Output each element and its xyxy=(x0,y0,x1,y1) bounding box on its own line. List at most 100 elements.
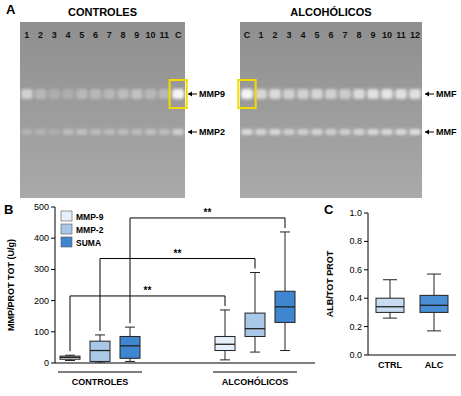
panel-label: A xyxy=(6,2,16,17)
bands xyxy=(241,89,421,135)
legend-swatch xyxy=(61,211,72,221)
gel-band xyxy=(172,89,184,99)
lane-label: 11 xyxy=(160,30,170,40)
gel-band xyxy=(255,129,267,135)
gel-band xyxy=(62,89,74,99)
gel-band xyxy=(325,129,337,135)
y-tick xyxy=(364,213,368,214)
y-tick xyxy=(51,300,55,301)
y-axis-label: MMP/PROT TOT (U/g) xyxy=(6,239,16,331)
whisker xyxy=(225,351,226,360)
band-arrowhead xyxy=(188,130,192,135)
band-label: MMF xyxy=(436,89,457,99)
median xyxy=(120,345,140,346)
lane-label: 4 xyxy=(300,30,305,40)
lane-label: 9 xyxy=(370,30,375,40)
y-tick-label: 500 xyxy=(34,202,49,212)
y-axis xyxy=(368,213,369,355)
panel-label: B xyxy=(4,202,13,217)
whisker xyxy=(100,335,101,341)
y-tick xyxy=(51,363,55,364)
y-tick-label: 400 xyxy=(34,233,49,243)
median xyxy=(275,306,295,307)
lane-label: 10 xyxy=(382,30,392,40)
lane-label: 1 xyxy=(24,30,29,40)
panel-label: C xyxy=(324,202,334,217)
y-tick-label: 0.0 xyxy=(349,350,362,360)
lane-label: 8 xyxy=(356,30,361,40)
whisker xyxy=(434,312,435,330)
lane-label: 2 xyxy=(38,30,43,40)
gel-band xyxy=(131,89,143,99)
significance-bracket xyxy=(70,296,225,351)
legend-label: MMP-2 xyxy=(76,225,104,235)
gel-title: ALCOHÓLICOS xyxy=(290,6,371,18)
lane-label: 5 xyxy=(79,30,84,40)
gel-band xyxy=(381,89,393,99)
legend-label: MMP-9 xyxy=(76,212,104,222)
y-tick xyxy=(51,331,55,332)
y-tick-label: 0.4 xyxy=(349,293,362,303)
whisker-cap xyxy=(65,360,75,361)
lane-label: 10 xyxy=(146,30,156,40)
gel-band xyxy=(381,129,393,135)
gel-band xyxy=(145,89,157,99)
y-tick xyxy=(364,326,368,327)
gel-band xyxy=(339,129,351,135)
whisker xyxy=(225,310,226,337)
y-tick-label: 300 xyxy=(34,264,49,274)
group-line xyxy=(58,372,142,373)
gel-band xyxy=(76,89,88,99)
gel-band xyxy=(283,89,295,99)
highlight-box xyxy=(170,80,187,108)
gel-band xyxy=(35,129,47,135)
lane-label: 3 xyxy=(286,30,291,40)
y-tick xyxy=(364,241,368,242)
whisker-cap xyxy=(125,327,135,328)
gel-band xyxy=(409,129,421,135)
gel-background xyxy=(20,22,185,198)
band-arrowhead xyxy=(425,130,429,135)
gel-band xyxy=(117,89,129,99)
y-tick-label: 100 xyxy=(34,327,49,337)
lane-label: 9 xyxy=(134,30,139,40)
gel-band xyxy=(311,89,323,99)
whisker-cap xyxy=(250,272,260,273)
gel-title: CONTROLES xyxy=(68,6,137,18)
figure: ABCCONTROLES1234567891011CMMP9MMP2ALCOHÓ… xyxy=(0,0,461,396)
gel-band xyxy=(62,129,74,135)
whisker-cap xyxy=(427,274,441,275)
y-axis xyxy=(55,207,56,363)
whisker-cap xyxy=(95,363,105,364)
y-tick-label: 200 xyxy=(34,296,49,306)
whisker-cap xyxy=(220,309,230,310)
whisker xyxy=(130,327,131,336)
gel-band xyxy=(241,89,253,99)
lane-label: 11 xyxy=(396,30,406,40)
lane-label: 4 xyxy=(66,30,71,40)
gel-band xyxy=(241,129,253,135)
whisker xyxy=(390,312,391,318)
x-category-label: CONTROLES xyxy=(72,377,129,387)
box xyxy=(60,356,80,359)
whisker-cap xyxy=(280,350,290,351)
y-tick-label: 0 xyxy=(44,358,49,368)
gel-band xyxy=(21,89,33,99)
box xyxy=(376,298,404,312)
band-label: MMP9 xyxy=(199,89,225,99)
y-tick xyxy=(364,355,368,356)
gel-band xyxy=(283,129,295,135)
box xyxy=(275,291,295,322)
gel-band xyxy=(367,129,379,135)
gel-background xyxy=(240,22,422,198)
gel-band xyxy=(367,89,379,99)
whisker xyxy=(434,274,435,295)
y-tick-label: 1.0 xyxy=(349,208,362,218)
whisker-cap xyxy=(250,352,260,353)
gel-band xyxy=(49,129,61,135)
whisker xyxy=(390,280,391,298)
gel-band xyxy=(325,89,337,99)
legend-label: SUMA xyxy=(76,238,101,248)
gel-band xyxy=(159,89,171,99)
band-arrowhead xyxy=(425,92,429,97)
